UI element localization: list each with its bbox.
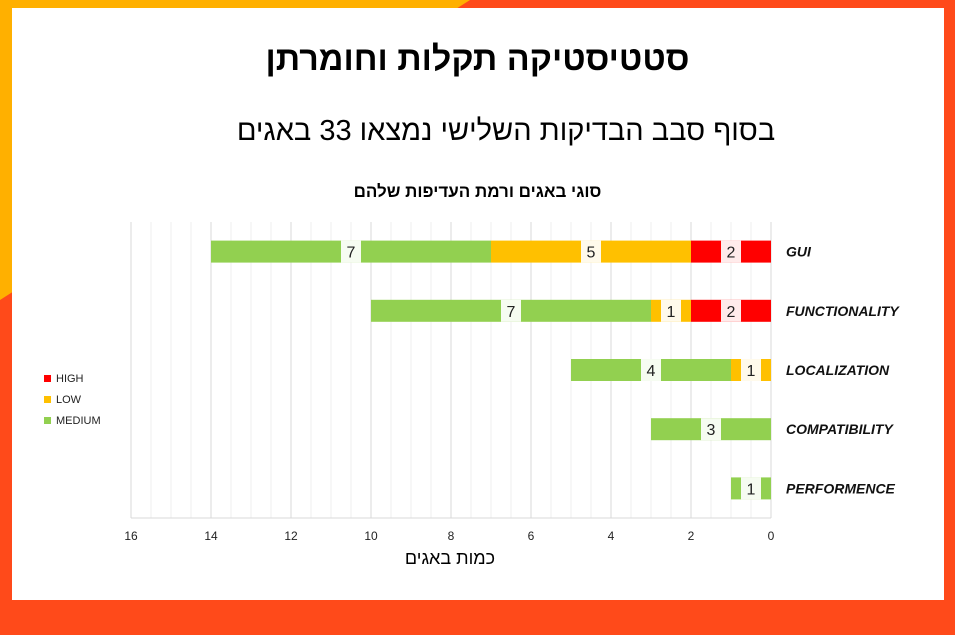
legend-swatch-medium [44,417,51,424]
data-label-background [701,418,721,441]
data-label: 2 [727,304,736,321]
data-label: 1 [667,304,676,321]
x-tick-label: 14 [204,529,218,543]
data-label: 1 [747,363,756,380]
data-label-background [341,240,361,263]
data-label: 7 [507,304,516,321]
x-tick-label: 2 [688,529,695,543]
data-label-background [721,299,741,322]
x-tick-label: 8 [448,529,455,543]
legend-label-medium: MEDIUM [56,414,101,427]
legend-swatch-low [44,396,51,403]
chart-title: סוגי באגים ורמת העדיפות שלהם [353,182,602,201]
x-tick-label: 4 [608,529,615,543]
data-label: 3 [707,422,716,439]
data-label-background [741,359,761,381]
category-label: FUNCTIONALITY [786,303,900,319]
data-label: 4 [647,363,656,380]
data-label: 5 [587,245,596,262]
data-label-background [741,477,761,500]
x-tick-label: 10 [364,529,378,543]
x-tick-label: 12 [284,529,298,543]
legend-swatch-high [44,375,51,382]
chart-legend: HIGH LOW MEDIUM [44,368,101,431]
data-label-background [641,359,661,381]
category-label: GUI [786,244,812,260]
data-label-background [721,240,741,263]
data-label-background [501,299,521,322]
legend-label-high: HIGH [56,372,84,385]
x-tick-label: 6 [528,529,535,543]
data-label: 1 [747,481,756,498]
x-axis-title: כמות באגים [404,548,496,568]
x-tick-label: 0 [768,529,775,543]
legend-item-high: HIGH [44,368,101,389]
data-label-background [661,299,681,322]
data-label: 2 [727,245,736,262]
category-label: COMPATIBILITY [786,421,894,437]
legend-item-low: LOW [44,389,101,410]
category-label: PERFORMENCE [786,480,896,496]
slide-subtitle: בסוף סבב הבדיקות השלישי נמצאו 33 באגים [236,115,776,147]
legend-label-low: LOW [56,393,82,406]
data-label-background [581,240,601,263]
legend-item-medium: MEDIUM [44,410,101,431]
slide-title: סטטיסטיקה תקלות וחומרתן [265,40,690,78]
x-tick-label: 16 [124,529,138,543]
data-label: 7 [347,245,356,262]
category-label: LOCALIZATION [786,362,890,378]
